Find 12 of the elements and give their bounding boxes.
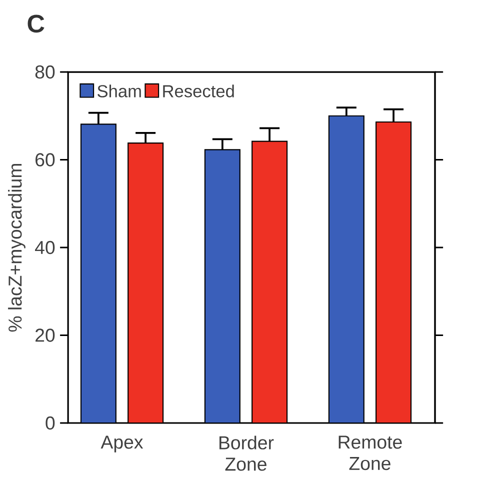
y-tick-label: 40: [35, 240, 55, 254]
y-tick-label: 80: [35, 65, 55, 79]
legend-label: Resected: [163, 84, 234, 98]
y-axis-title: % lacZ+myocardium: [8, 164, 26, 332]
y-tick-label: 60: [36, 153, 55, 166]
x-tick-label: Border Zone: [220, 436, 274, 471]
x-tick-label: Apex: [100, 436, 144, 452]
x-tick-label: Remote Zone: [338, 436, 402, 470]
y-tick-label: 20: [36, 328, 55, 342]
legend-label: Sham: [98, 84, 141, 98]
chart-title: C: [28, 14, 44, 33]
y-tick-label: 0: [46, 416, 55, 430]
